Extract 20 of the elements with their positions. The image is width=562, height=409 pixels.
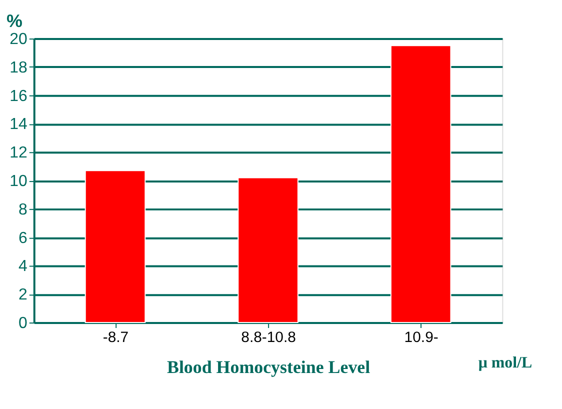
x-axis-title: Blood Homocysteine Level [166,356,370,377]
y-tick-label: 12 [10,144,28,162]
y-tick-label: 4 [18,258,28,276]
y-tick-label: 10 [10,173,28,190]
y-tick-label: 16 [10,88,28,105]
bar [390,45,452,324]
y-tick-label: 18 [10,59,28,76]
x-tick-label: -8.7 [102,328,129,346]
y-tick-label: 6 [18,230,28,247]
bar [238,177,298,324]
y-tick-label: 20 [10,31,28,48]
text: μ mol/L [478,354,532,372]
bar [84,170,146,324]
x-tick-label: 10.9- [404,328,438,346]
x-tick-label: 8.8-10.8 [241,328,296,346]
y-tick-label: 0 [18,315,28,332]
y-tick-label: 8 [18,201,28,218]
y-tick-label: 14 [10,116,28,134]
y-axis-title: % [6,11,22,32]
y-tick-label: 2 [18,286,28,304]
